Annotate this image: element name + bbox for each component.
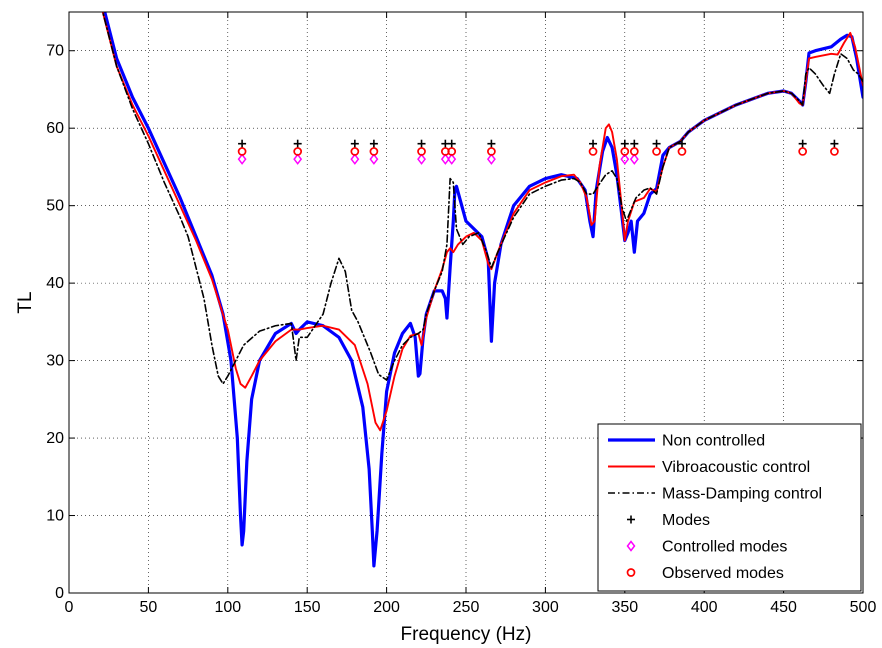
legend-entry: Mass-Damping control <box>608 486 822 503</box>
x-tick-label: 200 <box>373 599 400 616</box>
plot-area <box>101 12 863 568</box>
legend-label: Modes <box>662 512 710 529</box>
diamond-mode-marker <box>369 153 379 165</box>
plus-mode-marker <box>417 139 426 148</box>
circle-mode-marker <box>629 147 639 156</box>
y-tick-label: 20 <box>46 430 64 447</box>
legend-entry: Modes <box>627 512 710 529</box>
legend-entry: Observed modes <box>626 565 784 582</box>
legend: Non controlled Vibroacoustic control Mass-… <box>597 423 862 592</box>
x-tick-label: 450 <box>770 599 797 616</box>
circle-mode-marker <box>237 147 247 156</box>
circle-mode-marker <box>620 147 630 156</box>
diamond-mode-marker <box>447 153 457 165</box>
diamond-mode-marker <box>440 153 450 165</box>
legend-label: Controlled modes <box>662 539 787 556</box>
x-axis-label: Frequency (Hz) <box>401 624 532 645</box>
y-tick-label: 10 <box>46 508 64 525</box>
y-tick-label: 0 <box>55 585 64 602</box>
plus-mode-marker <box>487 139 496 148</box>
circle-mode-marker <box>487 147 496 156</box>
legend-label: Observed modes <box>662 565 784 582</box>
circle-mode-marker <box>588 147 598 156</box>
diamond-mode-marker <box>620 153 630 165</box>
y-tick-label: 50 <box>46 198 64 215</box>
x-tick-label: 400 <box>691 599 718 616</box>
tick-labels: 0 50 100 150 200 250 300 350 400 450 500 0 10 20 30 40 5… <box>46 43 876 616</box>
circle-mode-marker <box>830 147 839 156</box>
circle-mode-marker <box>652 147 661 156</box>
plus-mode-marker <box>369 139 378 148</box>
mode-markers <box>237 139 839 165</box>
plus-mode-marker <box>447 139 456 148</box>
legend-label: Mass-Damping control <box>662 486 822 503</box>
plus-mode-marker <box>830 139 839 148</box>
circle-mode-marker <box>677 147 687 156</box>
circle-mode-marker <box>417 147 426 156</box>
legend-entry: Controlled modes <box>626 539 787 556</box>
x-tick-label: 150 <box>294 599 321 616</box>
legend-marker-swatch <box>626 568 636 577</box>
plus-mode-marker <box>238 139 247 148</box>
circle-mode-marker <box>293 147 303 156</box>
circle-mode-marker <box>447 147 457 156</box>
legend-marker-swatch <box>626 540 636 552</box>
plus-mode-marker <box>798 139 807 148</box>
x-tick-label: 300 <box>532 599 559 616</box>
series-line-2 <box>101 12 863 385</box>
plus-mode-marker <box>293 139 302 148</box>
diamond-mode-marker <box>629 153 639 165</box>
circle-mode-marker <box>350 147 360 156</box>
grid <box>69 12 863 593</box>
legend-entry: Vibroacoustic control <box>608 459 810 476</box>
x-tick-label: 50 <box>140 599 158 616</box>
x-tick-label: 500 <box>850 599 877 616</box>
plus-mode-marker <box>350 139 359 148</box>
diamond-mode-marker <box>237 153 247 165</box>
diamond-mode-marker <box>417 153 426 165</box>
legend-marker-swatch <box>627 515 635 524</box>
y-axis-label: TL <box>15 291 36 313</box>
x-tick-label: 0 <box>65 599 74 616</box>
circle-mode-marker <box>369 147 379 156</box>
x-tick-label: 100 <box>214 599 241 616</box>
diamond-mode-marker <box>293 153 303 165</box>
legend-label: Non controlled <box>662 433 765 450</box>
x-tick-label: 250 <box>453 599 480 616</box>
legend-box <box>597 423 862 592</box>
plus-mode-marker <box>652 139 661 148</box>
x-tick-label: 350 <box>611 599 638 616</box>
diamond-mode-marker <box>486 153 496 165</box>
series-lines <box>101 12 863 568</box>
y-tick-label: 30 <box>46 353 64 370</box>
plus-mode-marker <box>589 139 598 148</box>
diamond-mode-marker <box>350 153 360 165</box>
legend-label: Vibroacoustic control <box>662 459 810 476</box>
y-tick-label: 40 <box>46 275 64 292</box>
plus-mode-marker <box>620 139 629 148</box>
circle-mode-marker <box>798 147 808 156</box>
axes-frame <box>68 11 864 594</box>
plus-mode-marker <box>677 139 686 148</box>
legend-entry: Non controlled <box>608 433 765 450</box>
plus-mode-marker <box>630 139 639 148</box>
y-tick-label: 70 <box>46 43 64 60</box>
y-tick-label: 60 <box>46 120 64 137</box>
